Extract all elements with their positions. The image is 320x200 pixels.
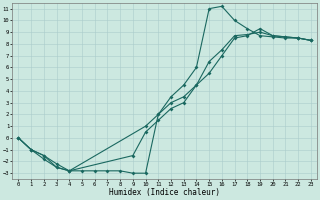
- X-axis label: Humidex (Indice chaleur): Humidex (Indice chaleur): [109, 188, 220, 197]
